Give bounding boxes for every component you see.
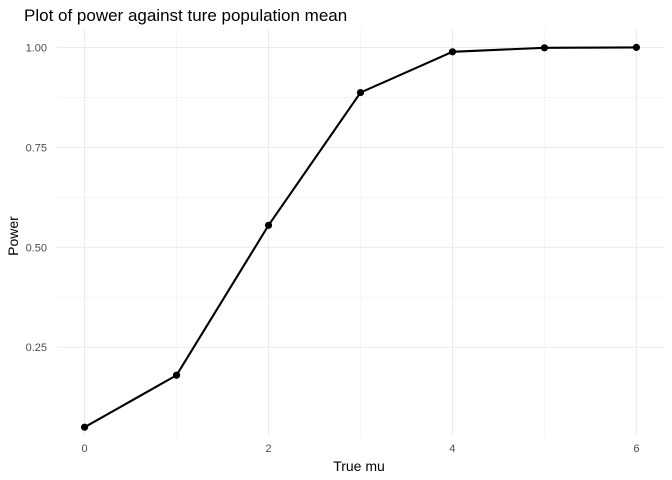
y-tick-label: 0.50: [26, 242, 47, 254]
x-axis-title: True mu: [333, 458, 385, 474]
data-point: [80, 423, 89, 431]
x-tick-label: 4: [449, 443, 455, 455]
x-tick-label: 6: [633, 443, 639, 455]
data-point: [448, 48, 457, 56]
y-axis-title: Power: [5, 216, 21, 256]
data-point: [264, 221, 273, 229]
y-tick-label: 0.25: [26, 342, 47, 354]
chart-title: Plot of power against ture population me…: [24, 6, 347, 25]
x-tick-label: 2: [265, 443, 271, 455]
data-point: [172, 371, 181, 379]
y-axis-tick-labels: 0.25 0.50 0.75 1.00: [26, 42, 47, 354]
data-point: [356, 88, 365, 97]
power-series: [80, 43, 641, 431]
x-axis-tick-labels: 0 2 4 6: [82, 443, 640, 455]
data-point: [632, 43, 641, 51]
y-tick-label: 0.75: [26, 142, 47, 154]
y-tick-label: 1.00: [26, 42, 47, 54]
data-point: [540, 44, 549, 52]
minor-gridlines: [57, 29, 664, 436]
x-tick-label: 0: [82, 443, 88, 455]
